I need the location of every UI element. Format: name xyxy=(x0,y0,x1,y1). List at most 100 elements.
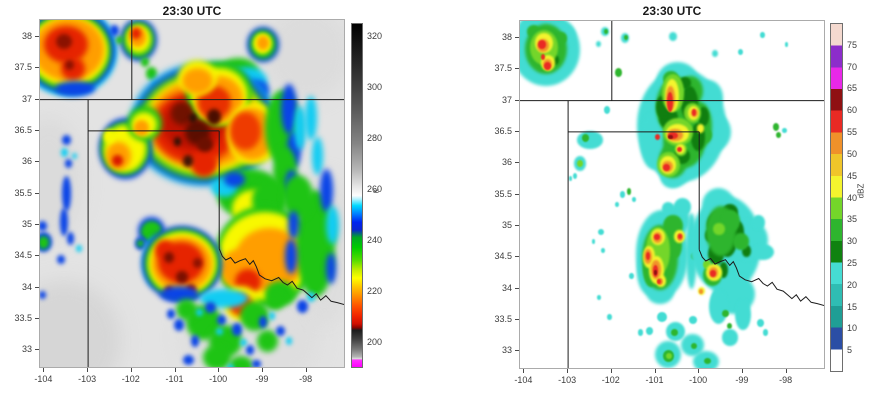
x-axis-tick xyxy=(698,369,700,373)
storm-cell xyxy=(721,209,741,233)
storm-cell xyxy=(268,312,275,320)
storm-cell xyxy=(597,229,604,236)
storm-cell xyxy=(667,131,679,140)
storm-cell xyxy=(72,152,78,160)
storm-cell xyxy=(60,148,68,158)
storm-cell xyxy=(215,327,223,336)
colorbar-tick-label: 60 xyxy=(847,105,858,116)
x-axis-tick-label: -98 xyxy=(779,375,793,385)
storm-cell xyxy=(614,68,622,77)
storm-cell xyxy=(607,313,612,320)
storm-cell xyxy=(677,146,682,152)
storm-cell xyxy=(182,155,193,167)
storm-cell xyxy=(40,221,47,232)
storm-cell xyxy=(102,129,116,143)
storm-cell xyxy=(669,32,677,42)
y-axis-tick xyxy=(35,161,39,163)
storm-cell xyxy=(782,128,787,134)
storm-cell xyxy=(615,201,619,207)
y-axis-tick xyxy=(515,36,519,38)
storm-cell xyxy=(305,96,317,141)
storm-cell xyxy=(568,176,572,182)
x-axis-tick-label: -100 xyxy=(689,375,708,385)
storm-cell xyxy=(76,244,83,253)
storm-cell xyxy=(60,208,68,236)
storm-cell xyxy=(205,302,216,314)
y-axis-tick xyxy=(515,318,519,320)
storm-cell xyxy=(67,232,75,245)
colorbar-tick-label: 15 xyxy=(847,301,858,312)
storm-cell xyxy=(226,364,234,367)
y-axis-tick-label: 37 xyxy=(501,94,512,105)
storm-cell xyxy=(256,36,269,51)
border-line xyxy=(698,249,824,307)
colorbar-tick-label: 5 xyxy=(847,345,853,356)
storm-cell xyxy=(537,39,546,49)
storm-cell xyxy=(266,292,284,311)
storm-cell xyxy=(230,112,261,150)
storm-cell xyxy=(182,67,213,94)
y-axis-tick xyxy=(515,162,519,164)
y-axis-tick xyxy=(35,129,39,131)
storm-cell xyxy=(656,278,662,284)
storm-cell xyxy=(65,60,75,71)
storm-cell xyxy=(637,329,643,336)
radar-colorbar xyxy=(830,23,843,372)
y-axis-tick-label: 35.5 xyxy=(494,188,512,199)
x-axis-tick-label: -104 xyxy=(514,375,533,385)
storm-cell xyxy=(722,329,738,346)
storm-cell xyxy=(223,172,246,188)
ir-colorbar xyxy=(351,23,363,368)
storm-cell xyxy=(55,80,95,96)
x-axis-tick-label: -104 xyxy=(34,374,53,384)
storm-cell xyxy=(193,257,202,268)
y-axis-tick-label: 34.5 xyxy=(494,251,512,262)
storm-cell xyxy=(784,41,789,47)
storm-cell xyxy=(627,188,632,195)
x-axis-tick xyxy=(218,368,220,372)
y-axis-tick-label: 34.5 xyxy=(14,250,32,261)
x-axis-tick xyxy=(43,368,45,372)
storm-cell xyxy=(645,251,650,261)
x-axis-tick-label: -103 xyxy=(558,375,577,385)
storm-cell xyxy=(727,323,733,330)
storm-cell xyxy=(631,197,636,203)
storm-cell xyxy=(173,318,185,332)
y-axis-tick-label: 36.5 xyxy=(14,124,32,135)
storm-cell xyxy=(40,291,46,299)
storm-cell xyxy=(645,327,653,335)
x-axis-tick xyxy=(610,369,612,373)
y-axis-tick xyxy=(35,349,39,351)
y-axis-tick-label: 33.5 xyxy=(494,313,512,324)
x-axis-tick-label: -101 xyxy=(165,374,184,384)
y-axis-tick xyxy=(515,224,519,226)
storm-cell xyxy=(166,308,176,319)
colorbar-tick-label: 200 xyxy=(367,337,383,348)
colorbar-tick-label: 30 xyxy=(847,236,858,247)
storm-cell xyxy=(196,308,204,317)
y-axis-tick-label: 37.5 xyxy=(494,63,512,74)
storm-cell xyxy=(623,35,628,41)
y-axis-tick-label: 34 xyxy=(21,281,32,292)
storm-cell xyxy=(174,137,182,146)
storm-cell xyxy=(288,211,299,239)
storm-cell xyxy=(115,35,124,45)
y-axis-tick-label: 33.5 xyxy=(14,312,32,323)
storm-cell xyxy=(756,319,764,327)
radar-panel-title: 23:30 UTC xyxy=(642,4,702,18)
storm-cell xyxy=(326,206,340,244)
x-axis-tick xyxy=(87,368,89,372)
storm-cell xyxy=(751,215,765,231)
storm-cell xyxy=(176,271,188,283)
storm-cell xyxy=(109,25,119,37)
y-axis-tick xyxy=(35,223,39,225)
storm-cell xyxy=(170,102,194,125)
storm-cell xyxy=(146,67,157,80)
storm-cell xyxy=(262,20,344,100)
colorbar-tick-label: 260 xyxy=(367,184,383,195)
storm-cell xyxy=(112,154,123,166)
storm-cell xyxy=(190,334,200,347)
storm-cell xyxy=(691,109,697,116)
storm-cell xyxy=(252,359,261,367)
storm-cell xyxy=(131,28,141,40)
